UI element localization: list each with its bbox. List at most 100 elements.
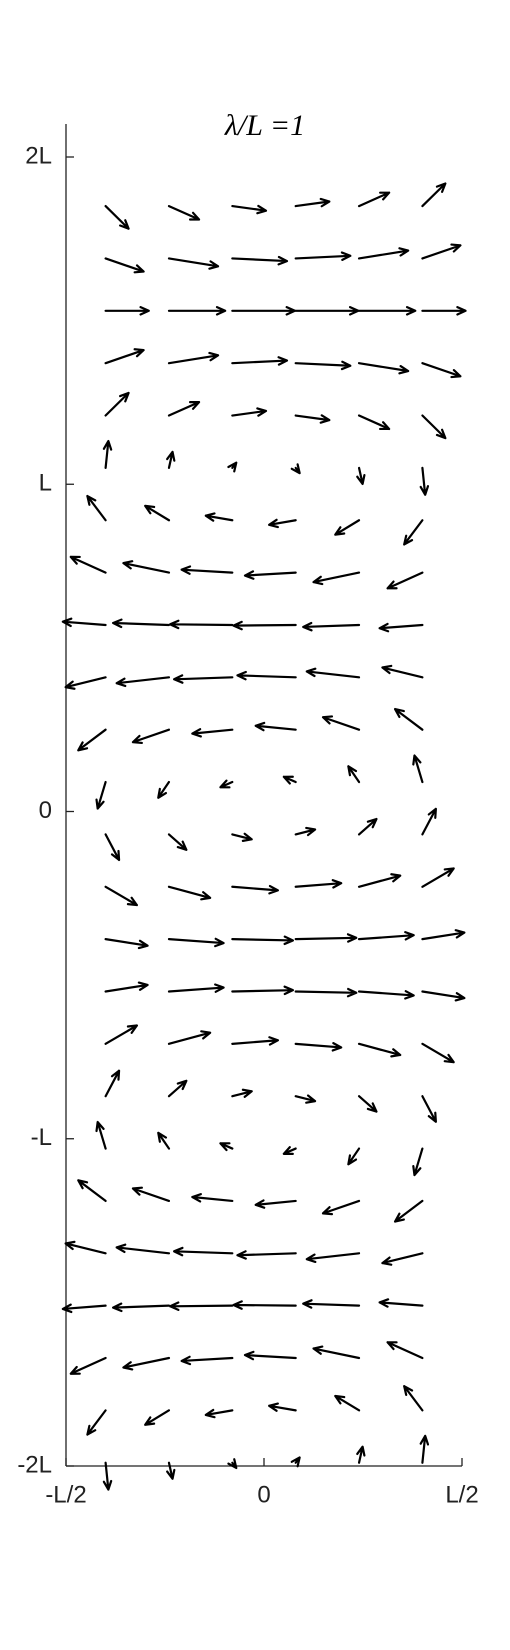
arrow [357, 306, 417, 316]
arrow [173, 1246, 234, 1257]
arrow [231, 935, 295, 946]
arrow [86, 494, 107, 522]
arrow [403, 519, 424, 546]
arrow [294, 826, 317, 837]
arrow [290, 463, 301, 475]
arrow [268, 1402, 297, 1412]
arrow [268, 518, 297, 529]
arrow [219, 779, 234, 789]
arrow [419, 1434, 430, 1464]
y-tick-label: -L [31, 1124, 52, 1151]
arrow [115, 1243, 171, 1255]
arrow [204, 1408, 234, 1419]
arrow [421, 1095, 437, 1123]
arrow [419, 466, 430, 496]
arrow [144, 504, 171, 522]
arrow [312, 571, 361, 586]
arrow [294, 360, 352, 371]
arrow [167, 204, 201, 221]
arrow [294, 251, 352, 261]
arrow [236, 1250, 297, 1260]
arrow [61, 1303, 107, 1314]
arrow [169, 1301, 234, 1311]
arrow [180, 1355, 234, 1366]
arrow [131, 728, 171, 745]
arrow [167, 885, 212, 901]
arrow [357, 990, 415, 1000]
arrow [219, 1142, 234, 1152]
arrow [167, 306, 227, 316]
y-tick-label: L [39, 470, 52, 497]
arrow [104, 885, 138, 907]
arrow [294, 306, 360, 316]
arrow [102, 439, 113, 469]
arrow [180, 565, 234, 575]
arrow [115, 676, 171, 688]
arrow [356, 466, 366, 486]
arrow [231, 306, 296, 316]
arrow [231, 204, 268, 215]
arrow [232, 1300, 297, 1310]
arrow [386, 1341, 424, 1360]
arrow [69, 1356, 107, 1375]
chart-title: λ/L =1 [224, 109, 305, 142]
arrow [290, 1456, 301, 1468]
arrow [191, 728, 234, 738]
arrow [167, 1030, 212, 1045]
arrow [393, 707, 424, 731]
arrow [167, 937, 225, 948]
arrow [302, 1299, 361, 1309]
arrow [421, 990, 466, 1002]
arrow [321, 1199, 361, 1216]
arrow [282, 775, 297, 785]
arrow [173, 674, 234, 684]
arrow [312, 1345, 361, 1360]
arrow [166, 450, 176, 469]
arrow [381, 664, 424, 679]
arrow [104, 204, 130, 230]
arrow [356, 1445, 366, 1464]
arrow [104, 833, 121, 862]
arrow [294, 987, 358, 998]
arrow [77, 728, 107, 752]
arrow [254, 721, 297, 732]
arrow [167, 983, 225, 993]
arrow [95, 780, 107, 810]
arrow [321, 715, 361, 731]
arrow [231, 356, 289, 366]
arrow [421, 182, 447, 208]
arrow [104, 306, 150, 316]
arrow [254, 1199, 297, 1209]
arrow [61, 617, 107, 628]
arrow [403, 1385, 424, 1412]
arrow [357, 191, 391, 208]
arrow [232, 620, 297, 631]
arrow [282, 1146, 297, 1155]
arrow [421, 867, 455, 888]
x-tick-label: -L/2 [45, 1481, 86, 1508]
arrow [334, 1394, 361, 1412]
arrow [357, 1095, 378, 1113]
arrow [243, 570, 297, 580]
arrow [294, 197, 331, 208]
arrow [294, 414, 331, 424]
arrow [294, 1042, 343, 1052]
arrow [378, 622, 424, 633]
x-tick-label: L/2 [445, 1481, 478, 1508]
y-tick-label: 2L [25, 142, 52, 169]
arrow [357, 931, 415, 941]
arrow [294, 933, 358, 943]
arrow [357, 1042, 402, 1058]
arrow [167, 833, 188, 851]
arrow [393, 1199, 424, 1223]
arrow [412, 1147, 424, 1177]
arrow [167, 351, 220, 365]
arrow [236, 670, 297, 681]
arrow [421, 807, 437, 836]
arrow [64, 1240, 107, 1255]
arrow [169, 619, 234, 630]
arrow [334, 519, 361, 536]
arrow [231, 1036, 279, 1046]
arrow [104, 1069, 121, 1098]
arrow [104, 981, 149, 993]
